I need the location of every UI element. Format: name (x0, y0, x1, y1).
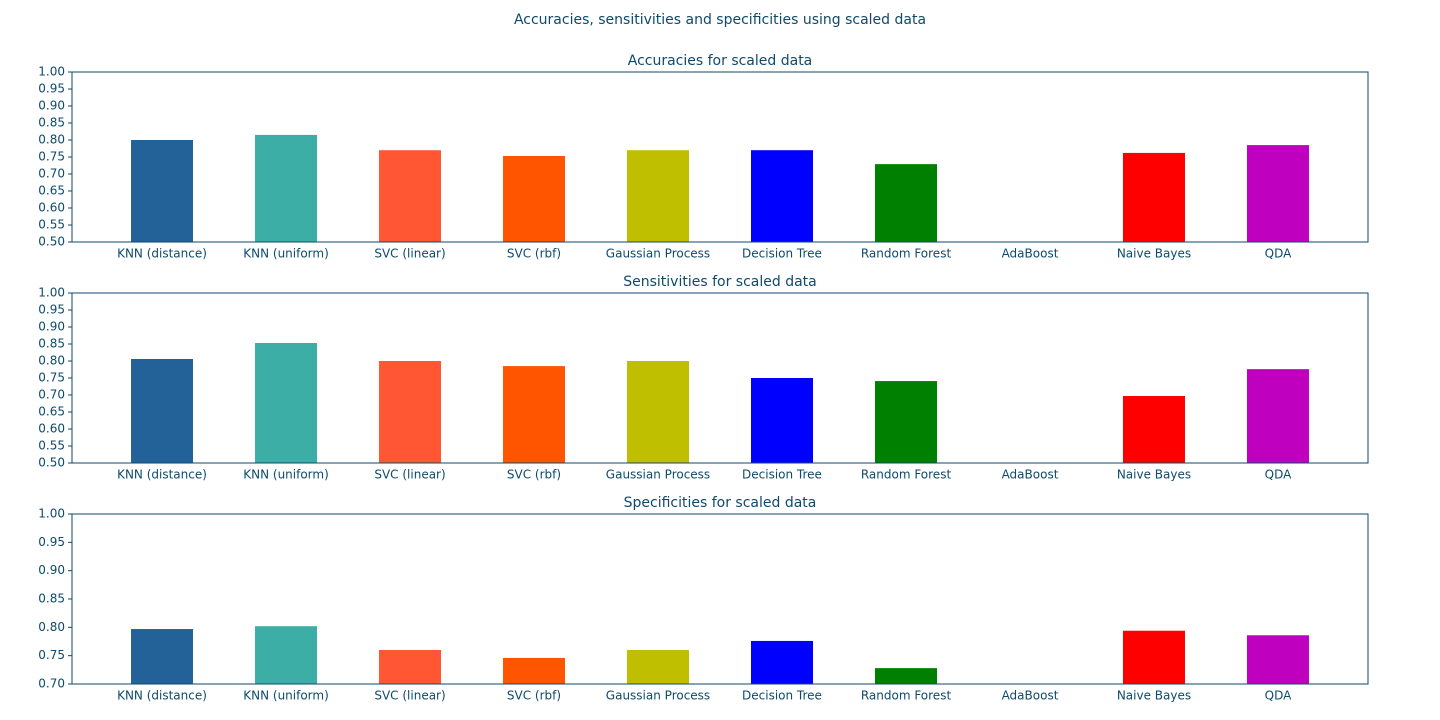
x-tick-label: SVC (linear) (374, 689, 445, 703)
bar (131, 140, 194, 242)
x-tick-label: KNN (distance) (117, 689, 207, 703)
axes-frame (71, 513, 1369, 685)
y-tick-label: 0.80 (38, 133, 65, 147)
y-tick-label: 0.85 (38, 592, 65, 606)
axes-frame (71, 292, 1369, 464)
y-tick-label: 0.70 (38, 388, 65, 402)
x-tick-label: Random Forest (861, 468, 952, 482)
x-tick-label: SVC (rbf) (507, 468, 561, 482)
y-tick-label: 0.95 (38, 535, 65, 549)
y-tick-label: 1.00 (38, 507, 65, 521)
x-tick-label: KNN (distance) (117, 247, 207, 261)
y-tick-label: 0.65 (38, 405, 65, 419)
x-tick-label: Naive Bayes (1117, 247, 1191, 261)
y-tick-label: 0.70 (38, 677, 65, 691)
x-tick-label: AdaBoost (1002, 689, 1059, 703)
x-tick-label: QDA (1265, 247, 1292, 261)
chart-title: Sensitivities for scaled data (623, 274, 817, 290)
bar (1246, 635, 1309, 684)
x-tick-label: QDA (1265, 468, 1292, 482)
x-tick-label: QDA (1265, 689, 1292, 703)
bar (627, 150, 690, 242)
x-tick-label: KNN (uniform) (243, 689, 329, 703)
bar (1122, 396, 1185, 463)
x-tick-label: Gaussian Process (606, 247, 710, 261)
y-tick-label: 1.00 (38, 65, 65, 79)
x-tick-label: KNN (distance) (117, 468, 207, 482)
y-tick-label: 0.55 (38, 439, 65, 453)
x-tick-label: AdaBoost (1002, 247, 1059, 261)
bar (750, 150, 813, 242)
x-tick-label: Decision Tree (742, 689, 822, 703)
y-tick-label: 0.75 (38, 150, 65, 164)
bar (503, 366, 566, 463)
bar (1122, 152, 1185, 242)
bar (750, 378, 813, 463)
y-tick-label: 0.50 (38, 456, 65, 470)
x-tick-label: SVC (linear) (374, 468, 445, 482)
bar (627, 361, 690, 463)
y-tick-label: 0.90 (38, 99, 65, 113)
bar (379, 150, 442, 242)
x-tick-label: SVC (rbf) (507, 689, 561, 703)
x-tick-label: AdaBoost (1002, 468, 1059, 482)
bar (503, 155, 566, 242)
x-tick-label: Naive Bayes (1117, 689, 1191, 703)
bar (131, 358, 194, 463)
bar (874, 668, 937, 684)
y-tick-label: 0.85 (38, 337, 65, 351)
bar (1122, 630, 1185, 684)
y-tick-label: 0.90 (38, 320, 65, 334)
y-tick-label: 0.55 (38, 218, 65, 232)
bar (627, 650, 690, 684)
y-tick-label: 0.60 (38, 201, 65, 215)
x-tick-label: KNN (uniform) (243, 468, 329, 482)
y-tick-label: 0.75 (38, 371, 65, 385)
bar (131, 629, 194, 684)
y-tick-label: 0.80 (38, 354, 65, 368)
x-tick-label: Decision Tree (742, 247, 822, 261)
y-tick-label: 0.50 (38, 235, 65, 249)
x-tick-label: Gaussian Process (606, 689, 710, 703)
bar (1246, 369, 1309, 463)
bar (255, 342, 318, 463)
bar (1246, 145, 1309, 242)
axes-frame (71, 71, 1369, 243)
chart-title: Specificities for scaled data (624, 495, 817, 511)
bar (874, 381, 937, 463)
bar (874, 164, 937, 242)
x-tick-label: KNN (uniform) (243, 247, 329, 261)
y-tick-label: 1.00 (38, 286, 65, 300)
x-tick-label: Decision Tree (742, 468, 822, 482)
x-tick-label: Random Forest (861, 689, 952, 703)
x-tick-label: SVC (linear) (374, 247, 445, 261)
figure-title: Accuracies, sensitivities and specificit… (514, 12, 926, 28)
y-tick-label: 0.70 (38, 167, 65, 181)
bar (379, 361, 442, 463)
x-tick-label: Gaussian Process (606, 468, 710, 482)
bar (379, 650, 442, 684)
y-tick-label: 0.60 (38, 422, 65, 436)
y-tick-label: 0.65 (38, 184, 65, 198)
y-tick-label: 0.90 (38, 563, 65, 577)
y-tick-label: 0.80 (38, 620, 65, 634)
y-tick-label: 0.75 (38, 648, 65, 662)
y-tick-label: 0.95 (38, 303, 65, 317)
y-tick-label: 0.85 (38, 116, 65, 130)
bar (255, 134, 318, 242)
x-tick-label: Random Forest (861, 247, 952, 261)
chart-title: Accuracies for scaled data (628, 53, 813, 69)
bar (503, 657, 566, 684)
bar (255, 626, 318, 684)
y-tick-label: 0.95 (38, 82, 65, 96)
bar (750, 640, 813, 684)
x-tick-label: Naive Bayes (1117, 468, 1191, 482)
x-tick-label: SVC (rbf) (507, 247, 561, 261)
